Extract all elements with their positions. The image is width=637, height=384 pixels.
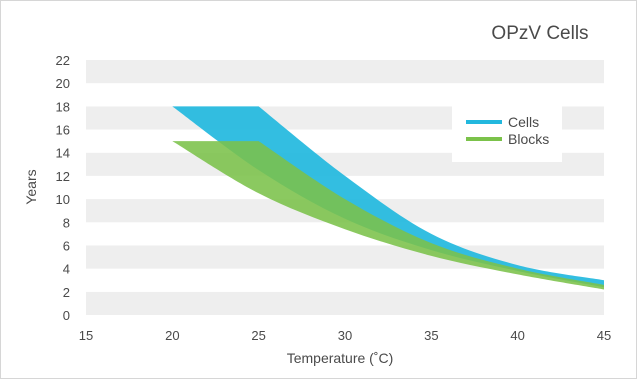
y-tick-label: 6 (63, 238, 70, 253)
x-tick-label: 45 (597, 328, 611, 343)
x-tick-label: 25 (251, 328, 265, 343)
grid-band (86, 83, 604, 107)
legend-box (452, 104, 562, 162)
chart-title: OPzV Cells (491, 23, 588, 44)
x-tick-label: 15 (79, 328, 93, 343)
y-tick-label: 18 (56, 99, 70, 114)
y-tick-label: 20 (56, 76, 70, 91)
x-tick-label: 20 (165, 328, 179, 343)
x-tick-label: 35 (424, 328, 438, 343)
grid-band (86, 222, 604, 246)
y-tick-label: 4 (63, 262, 70, 277)
grid-band (86, 291, 604, 315)
y-tick-label: 14 (56, 146, 70, 161)
y-tick-label: 0 (63, 308, 70, 323)
x-axis-label: Temperature (˚C) (287, 350, 394, 366)
legend-cells-label: Cells (508, 114, 539, 130)
legend-blocks-label: Blocks (508, 131, 549, 147)
y-tick-label: 12 (56, 169, 70, 184)
y-tick-label: 16 (56, 123, 70, 138)
y-tick-label: 22 (56, 53, 70, 68)
legend: Cells Blocks (452, 104, 562, 162)
band-blocks (172, 141, 605, 290)
grid-band (86, 245, 604, 269)
y-axis-label: Years (23, 169, 39, 204)
grid-band (86, 60, 604, 84)
band-cells (172, 106, 605, 288)
y-tick-label: 8 (63, 215, 70, 230)
grid-band (86, 268, 604, 292)
x-tick-label: 30 (338, 328, 352, 343)
x-tick-label: 40 (510, 328, 524, 343)
y-tick-label: 2 (63, 285, 70, 300)
y-tick-label: 10 (56, 192, 70, 207)
